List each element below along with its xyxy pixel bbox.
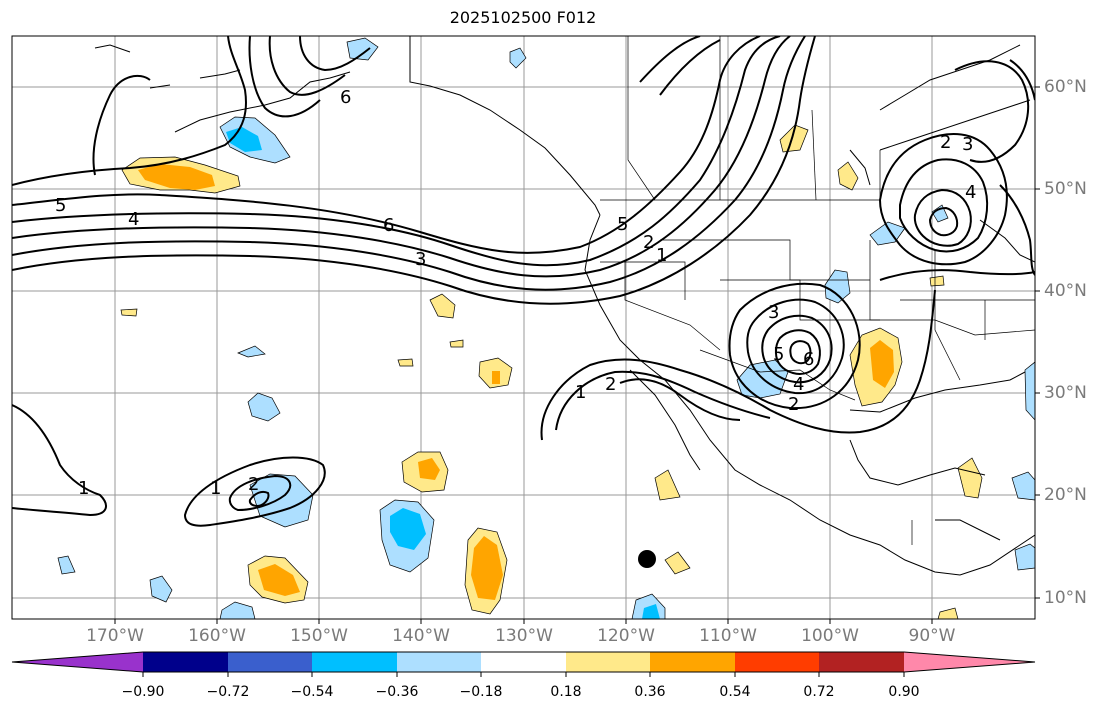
contour-label: 6: [340, 87, 351, 108]
colorbar-tick-label: 0.90: [888, 684, 920, 700]
positive-anomaly-patch: [654, 469, 681, 501]
colorbar-tick-label: −0.90: [121, 684, 165, 700]
colorbar-tick-label: −0.36: [375, 684, 419, 700]
colorbar-tick-label: 0.18: [550, 684, 582, 700]
contour-label: 4: [793, 374, 804, 395]
positive-anomaly-patch: [837, 161, 859, 191]
negative-anomaly-patch: [1011, 471, 1035, 501]
colorbar-tick-label: −0.54: [290, 684, 334, 700]
latitude-label: 20°N: [1044, 485, 1087, 505]
contour-lines: [12, 36, 1035, 527]
latitude-label: 60°N: [1044, 77, 1087, 97]
contour-label: 1: [575, 382, 586, 403]
positive-anomaly-patch: [664, 551, 691, 575]
longitude-label: 160°W: [188, 626, 246, 646]
positive-anomaly-patch: [120, 308, 138, 317]
latitude-label: 10°N: [1044, 588, 1087, 608]
colorbar-tick-label: 0.36: [634, 684, 666, 700]
negative-anomaly-core: [642, 604, 660, 619]
contour-label: 1: [210, 478, 221, 499]
negative-anomaly-patch: [149, 575, 173, 603]
contour-label: 2: [788, 394, 799, 415]
negative-anomaly-patch: [824, 269, 851, 304]
contour-label: 5: [55, 195, 66, 216]
negative-anomaly-patch: [237, 345, 266, 358]
longitude-label: 140°W: [392, 626, 450, 646]
colorbar-tick-label: 0.72: [803, 684, 835, 700]
negative-anomaly-patch: [509, 47, 527, 69]
colorbar-tick-label: 0.54: [719, 684, 751, 700]
longitude-label: 170°W: [86, 626, 144, 646]
map-title: 2025102500 F012: [449, 8, 597, 27]
shaded-anomalies: [57, 37, 1035, 619]
positive-anomaly-patch: [957, 457, 983, 499]
negative-anomaly-patch: [346, 37, 379, 61]
contour-label: 6: [383, 215, 394, 236]
negative-anomaly-patch: [57, 555, 76, 575]
longitude-label: 150°W: [290, 626, 348, 646]
location-marker: [638, 550, 656, 568]
contour-label: 2: [248, 474, 259, 495]
contour-label: 2: [605, 374, 616, 395]
longitude-label: 130°W: [495, 626, 553, 646]
contour-label: 4: [128, 209, 139, 230]
positive-anomaly-patch: [937, 607, 959, 619]
longitude-label: 120°W: [597, 626, 655, 646]
positive-anomaly-core: [418, 458, 440, 480]
negative-anomaly-patch: [1024, 361, 1035, 421]
contour-label: 3: [415, 249, 426, 270]
contour-label: 3: [962, 134, 973, 155]
latitude-label: 30°N: [1044, 383, 1087, 403]
positive-anomaly-patch: [929, 275, 945, 287]
contour-label: 2: [940, 132, 951, 153]
positive-anomaly-patch: [449, 339, 464, 348]
latitude-label: 50°N: [1044, 179, 1087, 199]
positive-anomaly-core: [138, 164, 215, 190]
contour-label: 6: [803, 349, 814, 370]
contour-label: 5: [617, 214, 628, 235]
negative-anomaly-patch: [931, 204, 949, 223]
positive-anomaly-patch: [779, 124, 809, 153]
negative-anomaly-patch: [249, 473, 314, 528]
negative-anomaly-patch: [1014, 543, 1035, 571]
contour-label: 1: [78, 478, 89, 499]
longitude-label: 100°W: [801, 626, 859, 646]
coastlines: [94, 36, 1035, 576]
contour-label: 1: [656, 245, 667, 266]
negative-anomaly-patch: [247, 392, 281, 422]
positive-anomaly-patch: [397, 358, 414, 367]
colorbar-tick-label: −0.72: [206, 684, 250, 700]
positive-anomaly-core: [492, 371, 500, 384]
positive-anomaly-patch: [429, 293, 456, 319]
colorbar-tick-label: −0.18: [459, 684, 503, 700]
contour-label: 2: [643, 232, 654, 253]
contour-label: 5: [773, 344, 784, 365]
latitude-label: 40°N: [1044, 281, 1087, 301]
negative-anomaly-core: [390, 508, 426, 550]
longitude-label: 110°W: [699, 626, 757, 646]
positive-anomaly-core: [258, 564, 300, 596]
negative-anomaly-core: [226, 127, 262, 152]
negative-anomaly-patch: [219, 601, 256, 619]
contour-label: 4: [965, 182, 976, 203]
contour-label-group: 5 6 4 6 3 5 2 1 2 3 4 3 6 5 4 2 1 2 1 2 …: [55, 87, 976, 499]
positive-anomaly-core: [471, 536, 503, 600]
longitude-label: 90°W: [908, 626, 956, 646]
contour-label: 3: [768, 302, 779, 323]
positive-anomaly-core: [870, 340, 894, 388]
